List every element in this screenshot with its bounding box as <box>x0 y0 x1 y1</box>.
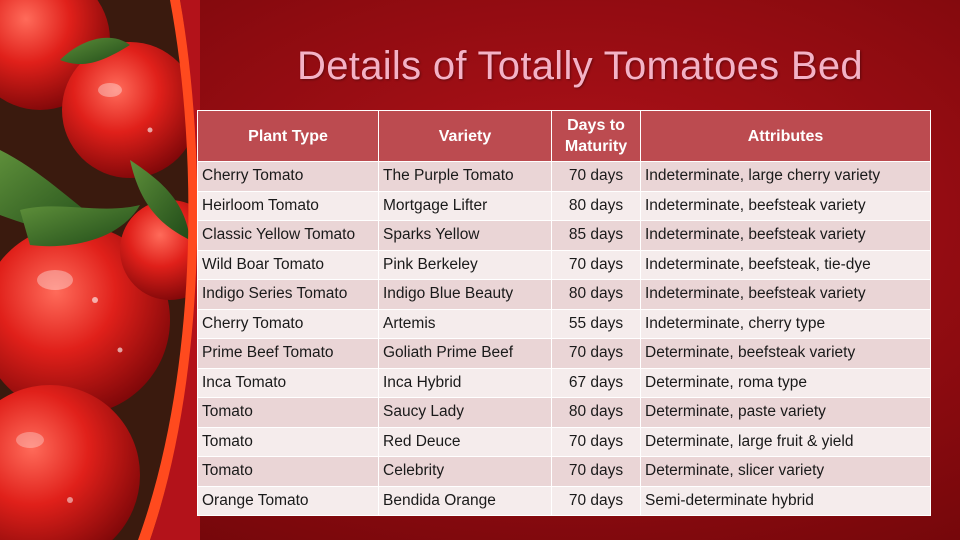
table-row: Cherry Tomato The Purple Tomato 70 days Ind… <box>197 161 931 192</box>
cell-days: 67 days <box>551 367 641 398</box>
cell-days: 80 days <box>551 397 641 428</box>
cell-days: 70 days <box>551 426 641 457</box>
table-row: Prime Beef Tomato Goliath Prime Beef 70 da… <box>197 338 931 369</box>
cell-plant-type: Inca Tomato <box>197 367 379 398</box>
cell-plant-type: Tomato <box>197 456 379 487</box>
cell-plant-type: Cherry Tomato <box>197 308 379 339</box>
cell-plant-type: Cherry Tomato <box>197 161 379 192</box>
cell-attributes: Indeterminate, large cherry variety <box>640 161 931 192</box>
table-row: Wild Boar Tomato Pink Berkeley 70 days Inde… <box>197 249 931 280</box>
cell-variety: Mortgage Lifter <box>378 190 552 221</box>
cell-attributes: Determinate, large fruit & yield <box>640 426 931 457</box>
cell-variety: Pink Berkeley <box>378 249 552 280</box>
table-row: Tomato Celebrity 70 days Determinate, slice… <box>197 456 931 487</box>
header-plant-type: Plant Type <box>197 110 379 162</box>
cell-attributes: Indeterminate, cherry type <box>640 308 931 339</box>
cell-attributes: Determinate, beefsteak variety <box>640 338 931 369</box>
cell-days: 80 days <box>551 190 641 221</box>
cell-variety: Indigo Blue Beauty <box>378 279 552 310</box>
cell-days: 70 days <box>551 456 641 487</box>
cell-plant-type: Tomato <box>197 397 379 428</box>
cell-variety: Goliath Prime Beef <box>378 338 552 369</box>
cell-attributes: Indeterminate, beefsteak variety <box>640 279 931 310</box>
cell-days: 70 days <box>551 249 641 280</box>
cell-plant-type: Indigo Series Tomato <box>197 279 379 310</box>
cell-variety: Inca Hybrid <box>378 367 552 398</box>
cell-attributes: Determinate, roma type <box>640 367 931 398</box>
cell-attributes: Indeterminate, beefsteak variety <box>640 190 931 221</box>
cell-attributes: Semi-determinate hybrid <box>640 485 931 516</box>
cell-plant-type: Orange Tomato <box>197 485 379 516</box>
table-row: Tomato Saucy Lady 80 days Determinate, past… <box>197 397 931 428</box>
cell-days: 55 days <box>551 308 641 339</box>
tomato-details-table: Plant Type Variety Days to Maturity Attr… <box>197 110 931 516</box>
cell-attributes: Determinate, slicer variety <box>640 456 931 487</box>
cell-days: 80 days <box>551 279 641 310</box>
table-row: Cherry Tomato Artemis 55 days Indeterminate… <box>197 308 931 339</box>
table-row: Classic Yellow Tomato Sparks Yellow 85 day… <box>197 220 931 251</box>
cell-attributes: Indeterminate, beefsteak variety <box>640 220 931 251</box>
header-attributes: Attributes <box>640 110 931 162</box>
cell-days: 70 days <box>551 161 641 192</box>
cell-plant-type: Prime Beef Tomato <box>197 338 379 369</box>
tomato-photo <box>0 0 200 540</box>
cell-variety: The Purple Tomato <box>378 161 552 192</box>
table-row: Inca Tomato Inca Hybrid 67 days Determinate… <box>197 367 931 398</box>
cell-plant-type: Classic Yellow Tomato <box>197 220 379 251</box>
cell-variety: Red Deuce <box>378 426 552 457</box>
table-row: Heirloom Tomato Mortgage Lifter 80 days Ind… <box>197 190 931 221</box>
table-row: Indigo Series Tomato Indigo Blue Beauty 80… <box>197 279 931 310</box>
cell-attributes: Indeterminate, beefsteak, tie-dye <box>640 249 931 280</box>
table-row: Tomato Red Deuce 70 days Determinate, large… <box>197 426 931 457</box>
cell-variety: Artemis <box>378 308 552 339</box>
header-days-to-maturity: Days to Maturity <box>551 110 641 162</box>
table-row: Orange Tomato Bendida Orange 70 days Semi-d… <box>197 485 931 516</box>
cell-variety: Sparks Yellow <box>378 220 552 251</box>
cell-variety: Bendida Orange <box>378 485 552 516</box>
cell-days: 70 days <box>551 338 641 369</box>
cell-plant-type: Tomato <box>197 426 379 457</box>
header-variety: Variety <box>378 110 552 162</box>
cell-plant-type: Wild Boar Tomato <box>197 249 379 280</box>
cell-days: 70 days <box>551 485 641 516</box>
cell-days: 85 days <box>551 220 641 251</box>
cell-plant-type: Heirloom Tomato <box>197 190 379 221</box>
cell-attributes: Determinate, paste variety <box>640 397 931 428</box>
table-header-row: Plant Type Variety Days to Maturity Attr… <box>197 110 931 162</box>
cell-variety: Celebrity <box>378 456 552 487</box>
slide-title: Details of Totally Tomatoes Bed <box>297 44 863 88</box>
cell-variety: Saucy Lady <box>378 397 552 428</box>
